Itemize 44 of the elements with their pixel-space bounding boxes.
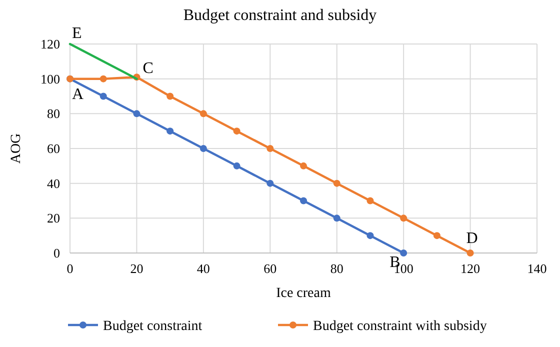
annotation: D	[466, 230, 478, 247]
y-tick-label: 120	[40, 36, 60, 52]
point	[266, 180, 274, 187]
point	[100, 92, 107, 100]
annotation: C	[142, 60, 154, 77]
y-tick-label: 40	[47, 176, 60, 191]
y-tick-label: 100	[40, 71, 60, 86]
point	[400, 250, 408, 256]
annotation: E	[72, 25, 82, 42]
point	[333, 180, 340, 187]
point	[166, 128, 174, 135]
x-tick-label: 80	[330, 261, 344, 276]
point	[466, 250, 474, 256]
point	[233, 162, 240, 170]
x-tick-label: 140	[527, 261, 547, 276]
point	[366, 232, 374, 240]
x-tick-label: 60	[264, 261, 277, 276]
point	[300, 162, 307, 170]
x-tick-label: 0	[66, 261, 74, 276]
legend-label: Budget constraint with subsidy	[313, 318, 487, 334]
point	[233, 128, 240, 135]
y-tick-label: 0	[54, 246, 60, 261]
y-tick-label: 80	[47, 106, 60, 122]
point	[100, 75, 107, 82]
x-tick-label: 40	[196, 261, 210, 276]
x-tick-label: 120	[460, 261, 480, 276]
x-axis-title: Ice cream	[276, 286, 331, 301]
y-axis-title: AOG	[9, 133, 24, 164]
point	[300, 197, 307, 204]
y-tick-label: 60	[47, 141, 60, 156]
point	[366, 197, 374, 204]
x-tick-label: 20	[130, 261, 144, 276]
point	[266, 145, 274, 152]
point	[166, 92, 174, 100]
chart-title: Budget constraint and subsidy	[183, 7, 377, 24]
point	[200, 145, 207, 152]
annotation: A	[72, 86, 84, 103]
y-tick-label: 20	[47, 210, 60, 226]
point	[400, 214, 408, 222]
point	[333, 214, 340, 222]
point	[200, 110, 207, 118]
point	[133, 110, 140, 118]
legend-label: Budget constraint	[103, 318, 202, 334]
point	[433, 232, 440, 240]
